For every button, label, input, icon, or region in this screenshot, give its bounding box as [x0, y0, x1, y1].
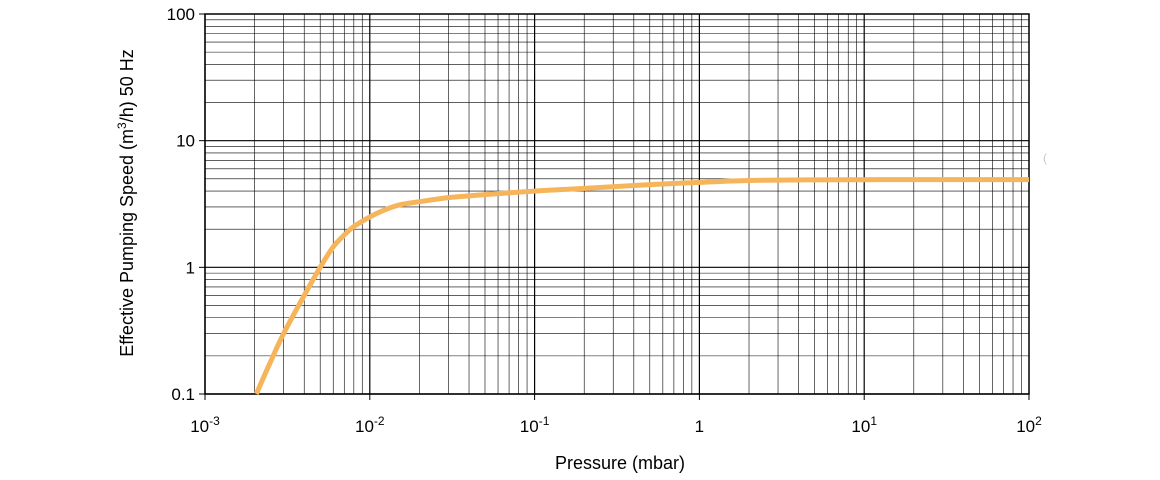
- series-layer: [254, 177, 1029, 395]
- x-tick-label-exponent: -1: [539, 414, 550, 428]
- plot-frame: [204, 13, 1030, 395]
- x-tick-label-base: 10: [851, 417, 870, 436]
- edge-mark: (: [1043, 151, 1047, 165]
- y-axis-title-part-2: /h) 50 Hz: [117, 49, 137, 122]
- x-axis-ticks: 10-3 10-2 10-1 1 101 102: [190, 394, 1042, 436]
- minor-gridlines: [205, 14, 1029, 394]
- x-axis-title: Pressure (mbar): [555, 453, 685, 473]
- x-tick-label: 102: [1016, 414, 1042, 436]
- x-tick-label-base: 10: [1016, 417, 1035, 436]
- x-tick-label-exponent: -2: [374, 414, 385, 428]
- x-tick-label-exponent: 2: [1035, 414, 1042, 428]
- series-line: [254, 177, 1029, 395]
- y-tick-label: 100: [167, 5, 195, 24]
- y-tick-label: 0.1: [171, 385, 195, 404]
- x-tick-label-exponent: -3: [209, 414, 220, 428]
- x-tick-label-base: 10: [190, 417, 209, 436]
- y-axis-title-part-1: Effective Pumping Speed (m: [117, 129, 137, 357]
- x-tick-label: 10-2: [355, 414, 385, 436]
- y-axis-ticks: 0.1 1 10 100: [167, 5, 205, 404]
- x-tick-label-base: 1: [695, 417, 704, 436]
- x-tick-label: 1: [695, 417, 704, 436]
- y-tick-label: 10: [176, 132, 195, 151]
- x-tick-label: 10-1: [520, 414, 550, 436]
- x-tick-label-base: 10: [355, 417, 374, 436]
- y-axis-title: Effective Pumping Speed (m3/h) 50 Hz: [115, 49, 137, 357]
- y-tick-label: 1: [186, 258, 195, 277]
- x-tick-label: 10-3: [190, 414, 220, 436]
- x-tick-label-base: 10: [520, 417, 539, 436]
- y-axis-title-superscript: 3: [115, 122, 129, 129]
- x-tick-label-exponent: 1: [870, 414, 877, 428]
- x-tick-label: 101: [851, 414, 877, 436]
